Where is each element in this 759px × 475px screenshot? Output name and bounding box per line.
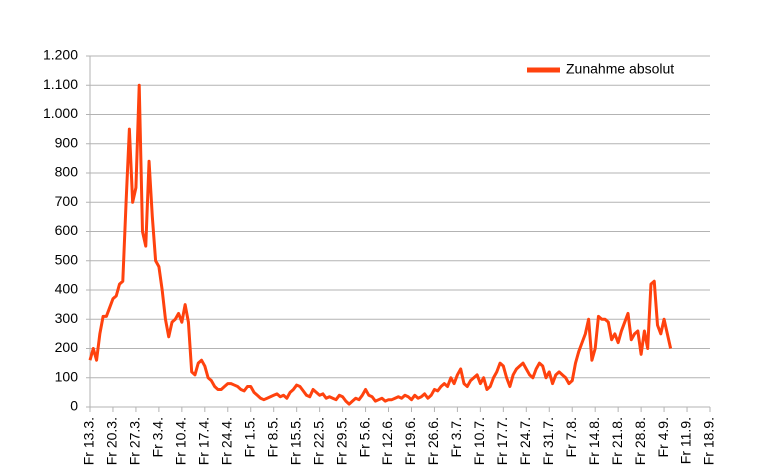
x-tick-label: Fr 10.7. [471,417,487,465]
y-tick-label: 900 [55,134,79,150]
x-tick-label: Fr 15.5. [287,417,303,465]
x-tick-label: Fr 17.4. [196,417,212,465]
x-tick-label: Fr 3.4. [150,417,166,457]
y-tick-label: 1.100 [43,76,78,92]
x-tick-label: Fr 18.9. [701,417,717,465]
x-tick-label: Fr 22.5. [310,417,326,465]
x-tick-label: Fr 26.6. [425,417,441,465]
x-tick-label: Fr 31.7. [540,417,556,465]
x-tick-label: Fr 8.5. [264,417,280,457]
x-tick-label: Fr 20.3. [104,417,120,465]
x-tick-label: Fr 7.8. [563,417,579,457]
x-tick-label: Fr 24.4. [218,417,234,465]
x-tick-label: Fr 24.7. [517,417,533,465]
y-tick-label: 0 [70,398,78,414]
x-tick-label: Fr 4.9. [655,417,671,457]
x-tick-label: Fr 3.7. [448,417,464,457]
y-tick-label: 300 [55,310,79,326]
x-tick-label: Fr 12.6. [379,417,395,465]
x-tick-label: Fr 14.8. [586,417,602,465]
x-tick-label: Fr 10.4. [173,417,189,465]
y-tick-label: 600 [55,222,79,238]
x-tick-label: Fr 17.7. [494,417,510,465]
legend-label: Zunahme absolut [566,61,674,77]
x-tick-label: Fr 21.8. [609,417,625,465]
y-tick-label: 100 [55,368,79,384]
y-tick-label: 500 [55,251,79,267]
x-tick-label: Fr 27.3. [127,417,143,465]
x-tick-label: Fr 11.9. [678,417,694,464]
x-tick-label: Fr 28.8. [632,417,648,465]
y-tick-label: 700 [55,193,79,209]
y-tick-label: 400 [55,281,79,297]
x-tick-label: Fr 1.5. [241,417,257,457]
y-tick-label: 1.200 [43,47,78,63]
y-tick-label: 1.000 [43,105,78,121]
series-line [88,83,673,406]
x-tick-label: Fr 5.6. [356,417,372,457]
x-tick-label: Fr 29.5. [333,417,349,465]
y-tick-label: 200 [55,339,79,355]
x-tick-label: Fr 19.6. [402,417,418,465]
y-tick-label: 800 [55,164,79,180]
x-tick-label: Fr 13.3. [81,417,97,465]
